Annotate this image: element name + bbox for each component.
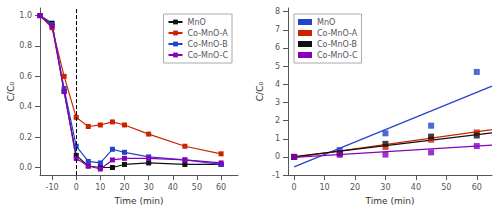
svg-text:0.2: 0.2 bbox=[19, 133, 32, 142]
svg-text:-1: -1 bbox=[272, 171, 280, 180]
svg-text:Co-MnO-B: Co-MnO-B bbox=[317, 40, 357, 49]
svg-text:C/C₀: C/C₀ bbox=[255, 82, 265, 102]
svg-text:5: 5 bbox=[275, 62, 280, 71]
svg-text:4: 4 bbox=[275, 80, 280, 89]
svg-text:30: 30 bbox=[144, 183, 154, 192]
svg-text:Co-MnO-C: Co-MnO-C bbox=[317, 51, 358, 60]
svg-text:1: 1 bbox=[275, 134, 280, 143]
svg-text:Co-MnO-A: Co-MnO-A bbox=[317, 29, 358, 38]
svg-text:40: 40 bbox=[168, 183, 178, 192]
svg-text:0.0: 0.0 bbox=[19, 163, 32, 172]
svg-text:0: 0 bbox=[275, 152, 280, 161]
svg-text:0.6: 0.6 bbox=[19, 72, 32, 81]
svg-text:40: 40 bbox=[411, 183, 421, 192]
svg-text:60: 60 bbox=[472, 183, 482, 192]
svg-text:0.4: 0.4 bbox=[19, 102, 32, 111]
svg-text:20: 20 bbox=[350, 183, 360, 192]
svg-text:0: 0 bbox=[74, 183, 79, 192]
svg-text:30: 30 bbox=[380, 183, 390, 192]
svg-text:2: 2 bbox=[275, 116, 280, 125]
svg-text:7: 7 bbox=[275, 25, 280, 34]
svg-text:60: 60 bbox=[216, 183, 226, 192]
svg-text:Time (min): Time (min) bbox=[114, 196, 164, 206]
svg-text:MnO: MnO bbox=[188, 18, 206, 27]
svg-text:50: 50 bbox=[192, 183, 202, 192]
svg-text:10: 10 bbox=[95, 183, 105, 192]
svg-text:Time (min): Time (min) bbox=[365, 196, 415, 206]
svg-text:6: 6 bbox=[275, 43, 280, 52]
svg-text:0.8: 0.8 bbox=[19, 41, 32, 50]
svg-text:3: 3 bbox=[275, 98, 280, 107]
svg-text:Co-MnO-A: Co-MnO-A bbox=[188, 29, 229, 38]
svg-text:1.0: 1.0 bbox=[19, 11, 32, 20]
svg-text:0: 0 bbox=[292, 183, 297, 192]
svg-text:10: 10 bbox=[319, 183, 329, 192]
svg-text:Co-MnO-C: Co-MnO-C bbox=[188, 51, 229, 60]
svg-text:MnO: MnO bbox=[317, 18, 335, 27]
svg-text:C/C₀: C/C₀ bbox=[6, 82, 16, 102]
svg-text:Co-MnO-B: Co-MnO-B bbox=[188, 40, 228, 49]
svg-text:50: 50 bbox=[441, 183, 451, 192]
svg-text:8: 8 bbox=[275, 7, 280, 16]
svg-text:-10: -10 bbox=[46, 183, 59, 192]
svg-text:20: 20 bbox=[119, 183, 129, 192]
